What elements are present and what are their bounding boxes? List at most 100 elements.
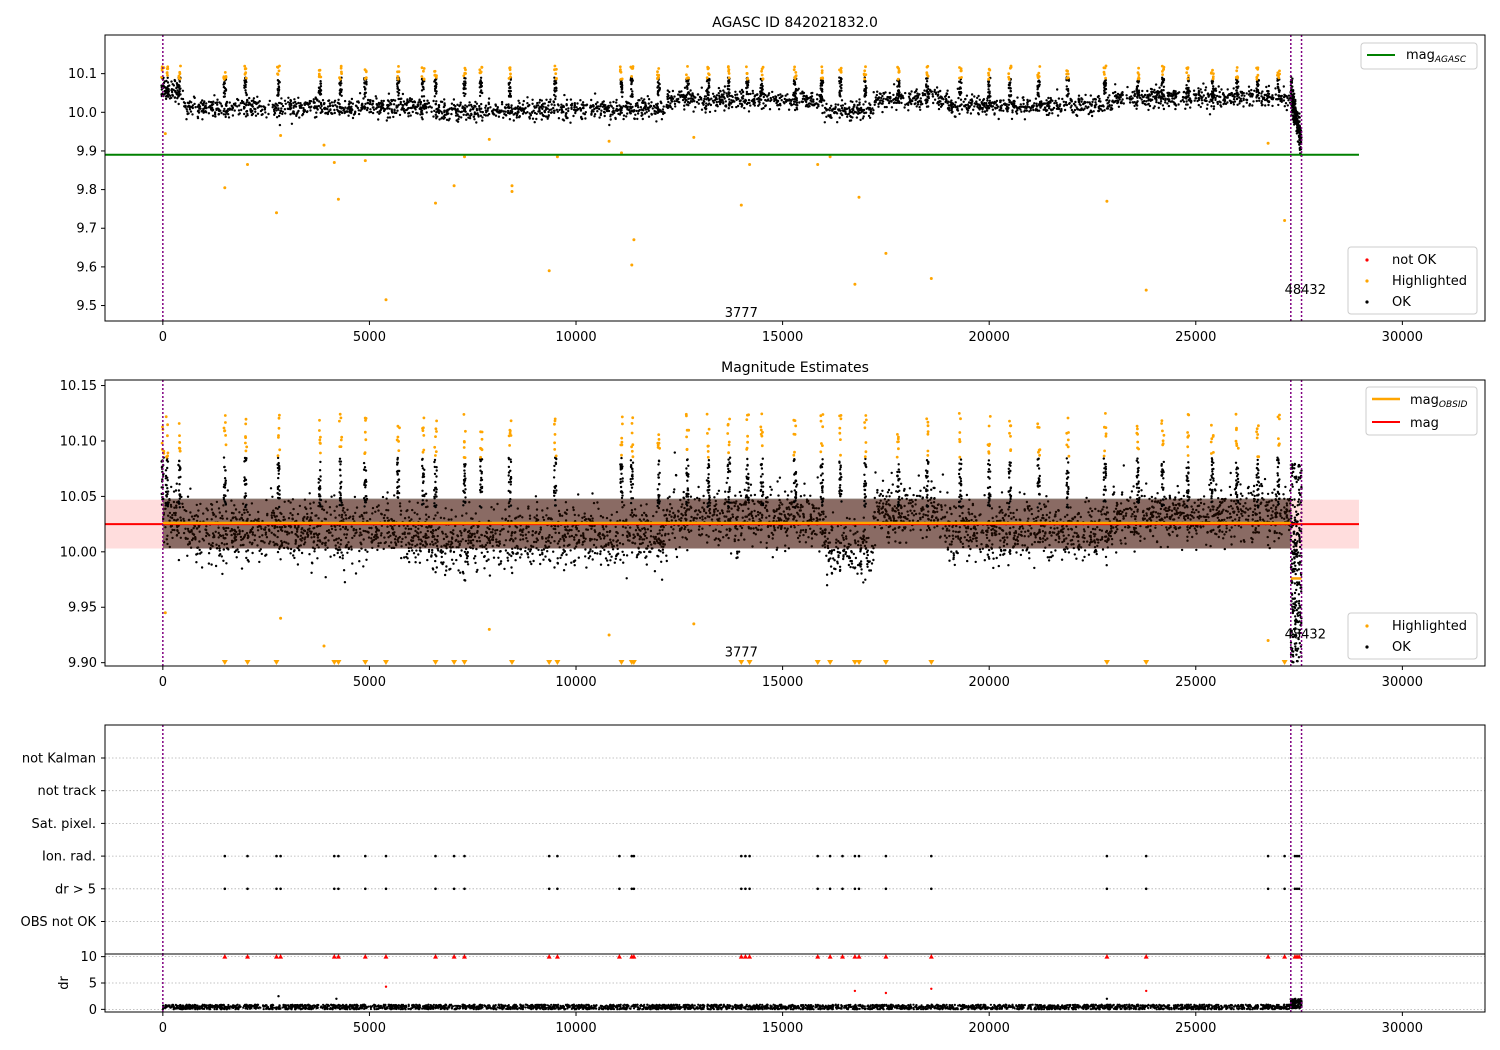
highlighted-point — [223, 71, 227, 74]
ok-point — [556, 103, 560, 106]
agasc-y-axis-ticks: 9.59.69.79.89.910.010.1 — [68, 67, 105, 314]
ok-point — [778, 96, 781, 100]
ok-point — [627, 108, 630, 111]
ok-point — [305, 110, 309, 114]
ok-point — [216, 103, 219, 106]
ok-point — [484, 106, 487, 110]
ok-point — [284, 112, 287, 115]
ok-point — [708, 110, 712, 114]
ok-point — [723, 91, 726, 94]
ok-point — [196, 105, 199, 109]
ok-point — [1174, 103, 1177, 107]
highlighted-point — [630, 263, 634, 267]
ok-point — [465, 118, 468, 121]
ok-point — [499, 110, 502, 114]
ok-point — [919, 100, 923, 103]
ok-point — [456, 113, 459, 116]
ok-point — [403, 102, 407, 106]
ok-point — [622, 105, 625, 108]
ok-point — [425, 111, 428, 114]
highlighted-point — [1136, 71, 1140, 75]
ok-point — [386, 491, 389, 494]
ok-point — [641, 99, 644, 103]
highlighted-point — [422, 77, 426, 81]
ok-point — [925, 80, 929, 83]
ok-point — [450, 102, 454, 105]
highlighted-point — [816, 163, 820, 166]
ok-point — [988, 106, 991, 110]
highlighted-point — [748, 163, 752, 166]
ok-point — [572, 114, 575, 118]
ok-point — [487, 97, 491, 100]
ok-point — [227, 116, 231, 119]
ok-point — [683, 108, 686, 111]
highlighted-point — [863, 69, 867, 73]
ok-point — [171, 93, 174, 97]
ok-point — [1257, 97, 1261, 100]
ok-point — [853, 110, 857, 114]
ok-point — [947, 104, 951, 107]
ok-point — [1175, 93, 1178, 96]
ok-point — [874, 100, 877, 103]
ok-point — [1158, 90, 1161, 94]
ok-point — [549, 111, 553, 115]
ok-point — [390, 103, 393, 106]
ok-point — [319, 89, 323, 92]
ok-point — [1251, 94, 1254, 97]
ok-point — [505, 103, 508, 107]
ok-point — [1160, 84, 1163, 87]
ok-point — [1167, 91, 1171, 95]
ok-point — [386, 99, 390, 102]
ok-point — [1164, 99, 1167, 102]
ok-point — [521, 107, 524, 110]
ok-point — [350, 97, 354, 101]
ok-point — [245, 101, 248, 104]
ok-point — [732, 99, 735, 102]
ok-point — [408, 97, 412, 100]
ok-point — [433, 80, 436, 83]
ok-point — [399, 100, 402, 104]
ok-point — [276, 89, 280, 92]
ok-point — [456, 108, 459, 111]
ok-point — [535, 117, 538, 121]
ok-point — [1089, 94, 1093, 97]
ok-point — [310, 571, 313, 574]
highlighted-point — [1276, 73, 1279, 77]
ok-point — [486, 109, 489, 113]
ok-point — [223, 107, 226, 111]
ok-point — [368, 102, 372, 106]
ok-point — [1054, 99, 1057, 103]
ok-point — [329, 108, 332, 111]
ok-point — [376, 104, 379, 107]
ok-point — [865, 86, 868, 90]
ok-point — [797, 87, 800, 91]
ok-point — [419, 113, 422, 116]
ok-point — [861, 109, 865, 112]
ok-point — [220, 555, 223, 558]
ok-point — [1223, 102, 1226, 105]
ok-point — [800, 100, 803, 103]
ok-point — [189, 110, 193, 113]
ok-point — [474, 100, 477, 104]
ok-point — [264, 111, 267, 114]
ok-point — [320, 108, 324, 112]
ok-point — [1149, 99, 1152, 103]
ok-point — [456, 103, 459, 107]
ok-point — [317, 86, 321, 89]
ok-point — [758, 101, 761, 104]
highlighted-point — [1256, 73, 1260, 77]
ok-point — [994, 101, 997, 104]
ok-point — [199, 101, 203, 104]
ok-point — [825, 115, 828, 119]
ok-point — [528, 117, 531, 120]
ok-point — [986, 99, 989, 102]
highlighted-point — [177, 76, 181, 80]
ok-point — [281, 112, 284, 116]
ok-point — [460, 116, 463, 119]
ok-point — [481, 110, 484, 114]
ok-point — [364, 102, 367, 106]
ok-point — [1031, 104, 1034, 108]
ok-point — [238, 112, 241, 115]
ok-point — [518, 115, 521, 118]
ok-point — [276, 79, 280, 82]
